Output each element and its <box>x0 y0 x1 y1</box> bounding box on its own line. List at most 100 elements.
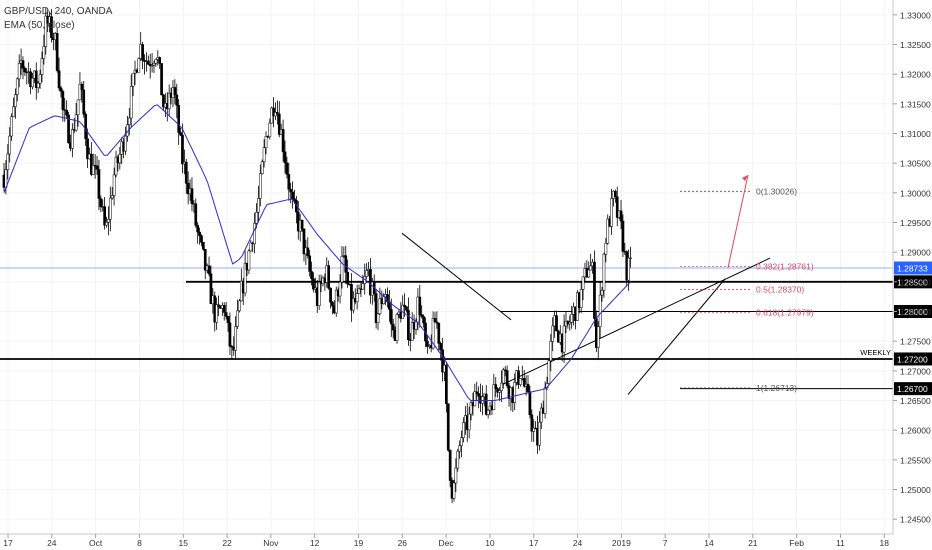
candle-up <box>257 198 260 213</box>
fib-level-label: 1(1.26713) <box>756 383 797 393</box>
candle-down <box>55 33 59 71</box>
fib-level-label: 0.5(1.28370) <box>756 285 804 295</box>
candle-up <box>543 387 547 414</box>
candle-down <box>226 316 230 324</box>
candle-down <box>86 138 89 160</box>
candle-up <box>150 64 154 67</box>
time-tick-label: 7 <box>663 538 668 548</box>
fib-level-label: 0.618(1.27979) <box>756 308 814 318</box>
time-tick-label: Nov <box>263 538 279 548</box>
candle-up <box>236 310 239 327</box>
candle-up <box>579 289 583 308</box>
candle-up <box>361 283 365 290</box>
price-tick-label: 1.28000 <box>900 307 931 317</box>
candle-down <box>194 203 198 226</box>
candle-up <box>382 296 386 304</box>
candle-down <box>422 316 425 324</box>
candle-down <box>306 247 310 257</box>
candle-up <box>167 92 171 110</box>
level-price-label: 1.27200 <box>897 354 928 364</box>
candle-down <box>308 255 312 272</box>
candle-down <box>97 169 101 199</box>
candle-up <box>255 212 258 224</box>
candle-up <box>562 325 566 353</box>
candle-down <box>344 255 348 273</box>
candle-up <box>91 165 95 175</box>
candle-up <box>462 422 465 438</box>
time-tick-label: 14 <box>704 538 714 548</box>
candle-down <box>173 87 177 96</box>
candle-up <box>452 482 456 499</box>
trend-line <box>401 232 512 321</box>
candle-down <box>283 151 287 164</box>
candle-down <box>391 323 395 331</box>
chart-legend: GBP/USD, 240, OANDA EMA (50, close) <box>4 5 112 33</box>
candle-down <box>21 60 25 69</box>
candle-down <box>57 70 61 89</box>
candle-down <box>517 370 520 385</box>
candle-up <box>249 242 253 252</box>
level-price-label: 1.28500 <box>897 277 928 287</box>
candle-up <box>492 384 496 410</box>
weekly-label: WEEKLY <box>860 348 891 357</box>
candle-down <box>619 210 623 222</box>
candle-down <box>621 220 625 252</box>
candle-down <box>224 312 228 317</box>
current-price-tag <box>894 261 932 275</box>
candle-down <box>23 68 27 73</box>
candle-up <box>234 326 237 351</box>
candle-down <box>331 301 334 307</box>
candle-down <box>196 225 200 233</box>
candle-down <box>439 343 443 351</box>
candle-up <box>538 421 541 446</box>
candle-down <box>203 248 207 271</box>
candle-up <box>15 78 19 95</box>
level-price-tag <box>894 275 932 289</box>
candle-up <box>596 326 600 348</box>
price-tick-label: 1.25500 <box>900 455 931 465</box>
fibonacci-retracement[interactable]: 0(1.30026) 0.382(1.28761) 0.5(1.28370) 0.61… <box>680 174 814 393</box>
candle-down <box>435 321 439 324</box>
candle-up <box>334 289 338 314</box>
candle-down <box>276 112 279 115</box>
candle-down <box>503 369 507 371</box>
candle-down <box>184 161 188 184</box>
candle-up <box>610 198 613 227</box>
candle-down <box>505 370 509 386</box>
candle-up <box>262 147 266 163</box>
candle-up <box>38 74 42 84</box>
horizontal-levels[interactable]: 1.28500 1.28000 1.27200 1.26700 WEEKLY 1.2873… <box>0 261 932 396</box>
candle-up <box>581 276 585 290</box>
fib-level-label: 0.382(1.28761) <box>756 261 814 271</box>
time-tick-label: 22 <box>222 538 232 548</box>
candle-down <box>281 129 285 153</box>
price-axis[interactable]: 1.24500 1.25000 1.25500 1.26000 1.26500 1.270… <box>892 0 931 534</box>
trend-line <box>627 278 726 395</box>
candle-down <box>593 261 596 319</box>
candle-up <box>40 58 44 75</box>
candle-down <box>420 314 424 317</box>
candle-down <box>484 393 488 415</box>
candle-up <box>44 15 48 47</box>
candle-up <box>570 313 574 323</box>
projection-arrow-line <box>727 174 749 268</box>
candle-up <box>431 318 435 349</box>
candle-up <box>264 136 268 148</box>
candle-down <box>272 107 275 117</box>
time-axis[interactable]: 17 24 Oct 8 15 22 Nov 12 19 26 Dec 10 17 24 2019 7 14 21 F… <box>0 533 893 548</box>
candle-down <box>141 44 144 61</box>
trend-lines[interactable] <box>401 232 771 395</box>
candle-down <box>89 153 93 175</box>
candle-down <box>441 349 444 373</box>
candle-down <box>528 391 532 416</box>
candle-down <box>475 391 479 394</box>
candle-up <box>539 407 543 423</box>
candle-down <box>207 265 211 275</box>
candle-down <box>222 305 226 313</box>
candle-up <box>131 72 135 87</box>
candle-down <box>67 114 70 143</box>
candle-up <box>589 265 593 271</box>
price-tick-label: 1.26000 <box>900 426 931 436</box>
